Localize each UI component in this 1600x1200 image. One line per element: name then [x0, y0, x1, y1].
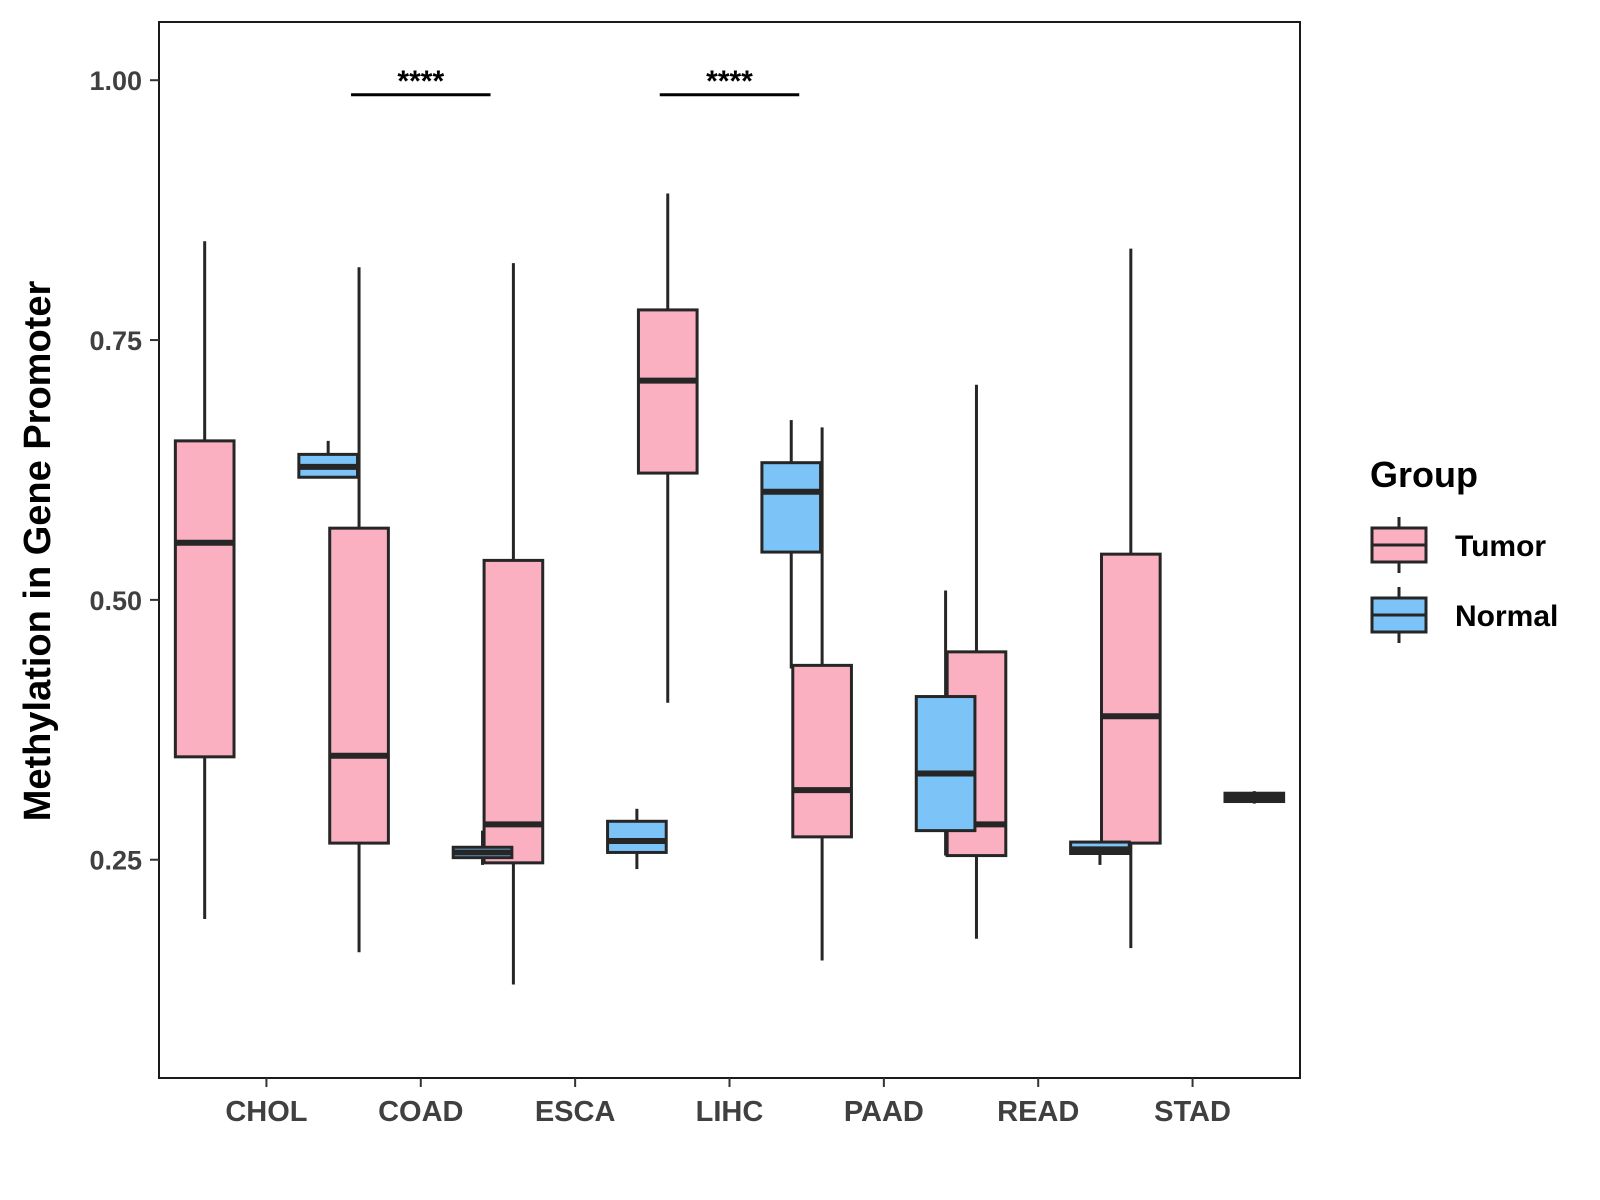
y-tick-label: 0.25: [89, 846, 142, 876]
box-normal-lihc: [760, 420, 823, 669]
significance-label: ****: [706, 65, 753, 98]
legend-label: Normal: [1455, 600, 1558, 633]
y-axis-title: Methylation in Gene Promoter: [17, 281, 59, 822]
box-normal-esca: [606, 808, 668, 870]
box-tumor-coad: [328, 267, 390, 953]
box-tumor-chol: [173, 241, 236, 919]
x-tick-label: CHOL: [225, 1096, 307, 1128]
box-iqr: [791, 663, 853, 839]
box-iqr: [173, 439, 236, 759]
plot-marks: 0.25 0.50 0.75 1.00 CHOL COAD ESCA LIHC PAAD READ…: [89, 21, 1301, 1128]
significance-label: ****: [397, 65, 444, 98]
x-tick-label: LIHC: [696, 1096, 764, 1128]
box-normal-chol: [297, 440, 360, 479]
legend-label: Tumor: [1455, 530, 1546, 563]
box-iqr: [760, 461, 823, 554]
box-tumor-esca: [482, 263, 545, 985]
legend-item-normal: Normal: [1370, 587, 1558, 643]
x-tick-label: ESCA: [535, 1096, 616, 1128]
box-iqr: [482, 558, 545, 865]
x-tick-label: READ: [997, 1096, 1079, 1128]
box-normal-stad: [1223, 791, 1286, 804]
x-tick-label: STAD: [1154, 1096, 1231, 1128]
legend-item-tumor: Tumor: [1370, 517, 1546, 573]
box-iqr: [328, 526, 390, 845]
box-normal-coad: [451, 830, 514, 865]
box-normal-read: [1069, 840, 1131, 865]
x-tick-label: PAAD: [844, 1096, 924, 1128]
box-iqr: [636, 308, 699, 475]
legend: Group Tumor Normal: [1370, 454, 1558, 643]
box-tumor-paad: [791, 427, 853, 961]
box-iqr: [914, 695, 977, 833]
box-iqr: [606, 819, 668, 854]
x-tick-label: COAD: [378, 1096, 463, 1128]
legend-title: Group: [1370, 454, 1478, 495]
box-tumor-stad: [1099, 248, 1162, 949]
box-iqr: [1099, 552, 1162, 845]
y-tick-label: 1.00: [89, 66, 142, 96]
box-tumor-lihc: [636, 193, 699, 703]
y-tick-label: 0.50: [89, 586, 142, 616]
y-tick-label: 0.75: [89, 326, 142, 356]
box-normal-paad: [914, 590, 977, 856]
